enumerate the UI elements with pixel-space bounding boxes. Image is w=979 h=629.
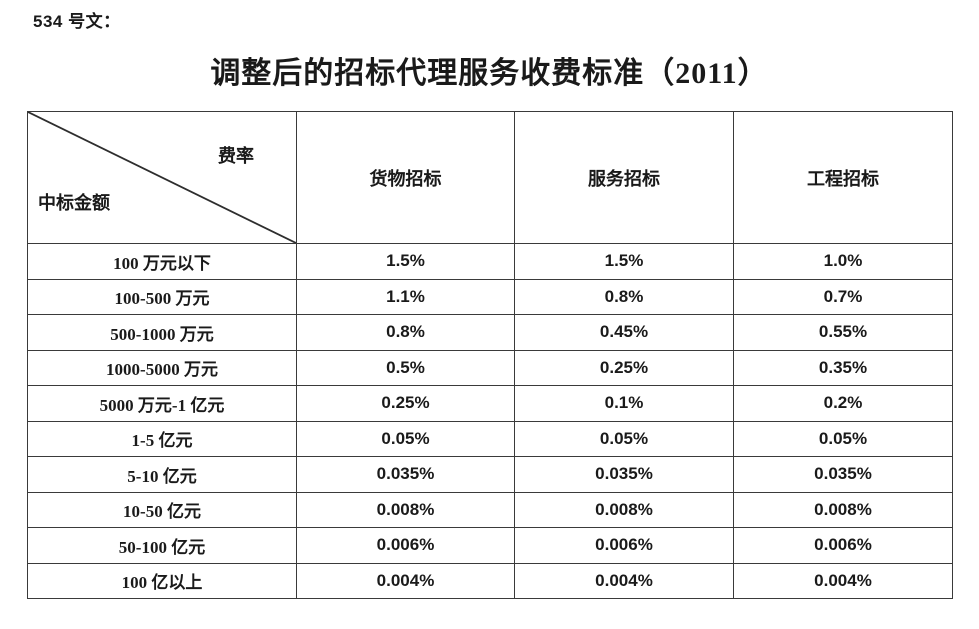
- row-label-bid-amount-tier: 100 万元以下: [27, 243, 297, 280]
- table-row: 1-5 亿元 0.05% 0.05% 0.05%: [27, 420, 953, 457]
- diagonal-divider-line: [28, 112, 296, 243]
- table-row: 100 万元以下 1.5% 1.5% 1.0%: [27, 243, 953, 280]
- table-header: 费率 中标金额 货物招标 服务招标 工程招标: [27, 111, 953, 244]
- rate-value-cell: 0.5%: [296, 349, 515, 386]
- table-row: 5000 万元-1 亿元 0.25% 0.1% 0.2%: [27, 385, 953, 422]
- rate-value-cell: 0.35%: [733, 349, 953, 386]
- column-header-service-tender: 服务招标: [514, 111, 734, 244]
- rate-value-cell: 0.2%: [733, 385, 953, 422]
- doc-number-label: 534 号文：: [33, 12, 121, 31]
- column-header-engineering-tender: 工程招标: [733, 111, 953, 244]
- rate-value-cell: 0.008%: [514, 491, 734, 528]
- fee-rate-table-body: 100 万元以下 1.5% 1.5% 1.0% 100-500 万元 1.1% 0.8% 0.…: [27, 243, 953, 599]
- rate-value-cell: 0.006%: [733, 527, 953, 564]
- corner-label-rate: 费率: [218, 146, 254, 166]
- row-label-bid-amount-tier: 5-10 亿元: [27, 456, 297, 493]
- table-row: 100 亿以上 0.004% 0.004% 0.004%: [27, 562, 953, 599]
- rate-value-cell: 0.25%: [296, 385, 515, 422]
- rate-value-cell: 0.004%: [296, 562, 515, 599]
- rate-value-cell: 0.05%: [514, 420, 734, 457]
- rate-value-cell: 0.035%: [514, 456, 734, 493]
- rate-value-cell: 0.035%: [733, 456, 953, 493]
- rate-value-cell: 1.5%: [296, 243, 515, 280]
- rate-value-cell: 0.1%: [514, 385, 734, 422]
- rate-value-cell: 0.006%: [296, 527, 515, 564]
- page-title: 调整后的招标代理服务收费标准（2011）: [210, 57, 769, 90]
- column-header-goods-tender: 货物招标: [296, 111, 515, 244]
- rate-value-cell: 1.0%: [733, 243, 953, 280]
- rate-value-cell: 0.006%: [514, 527, 734, 564]
- rate-value-cell: 1.5%: [514, 243, 734, 280]
- rate-value-cell: 0.008%: [733, 491, 953, 528]
- row-label-bid-amount-tier: 1-5 亿元: [27, 420, 297, 457]
- rate-value-cell: 0.05%: [733, 420, 953, 457]
- table-row: 1000-5000 万元 0.5% 0.25% 0.35%: [27, 349, 953, 386]
- table-row: 500-1000 万元 0.8% 0.45% 0.55%: [27, 314, 953, 351]
- rate-value-cell: 0.8%: [514, 278, 734, 315]
- fee-rate-table: 费率 中标金额 货物招标 服务招标 工程招标 100 万元以下 1.5% 1.5% 1…: [27, 111, 953, 599]
- rate-value-cell: 0.004%: [514, 562, 734, 599]
- header-row: 费率 中标金额 货物招标 服务招标 工程招标: [27, 111, 953, 244]
- rate-value-cell: 0.05%: [296, 420, 515, 457]
- row-label-bid-amount-tier: 500-1000 万元: [27, 314, 297, 351]
- rate-value-cell: 0.8%: [296, 314, 515, 351]
- rate-value-cell: 0.035%: [296, 456, 515, 493]
- table-row: 100-500 万元 1.1% 0.8% 0.7%: [27, 278, 953, 315]
- table-row: 5-10 亿元 0.035% 0.035% 0.035%: [27, 456, 953, 493]
- row-label-bid-amount-tier: 100 亿以上: [27, 562, 297, 599]
- rate-value-cell: 0.7%: [733, 278, 953, 315]
- rate-value-cell: 0.008%: [296, 491, 515, 528]
- rate-value-cell: 1.1%: [296, 278, 515, 315]
- rate-value-cell: 0.25%: [514, 349, 734, 386]
- table-row: 10-50 亿元 0.008% 0.008% 0.008%: [27, 491, 953, 528]
- row-label-bid-amount-tier: 50-100 亿元: [27, 527, 297, 564]
- rate-value-cell: 0.45%: [514, 314, 734, 351]
- row-label-bid-amount-tier: 5000 万元-1 亿元: [27, 385, 297, 422]
- corner-label-bid-amount: 中标金额: [38, 193, 110, 213]
- rate-value-cell: 0.004%: [733, 562, 953, 599]
- row-label-bid-amount-tier: 1000-5000 万元: [27, 349, 297, 386]
- row-label-bid-amount-tier: 100-500 万元: [27, 278, 297, 315]
- rate-value-cell: 0.55%: [733, 314, 953, 351]
- table-row: 50-100 亿元 0.006% 0.006% 0.006%: [27, 527, 953, 564]
- row-label-bid-amount-tier: 10-50 亿元: [27, 491, 297, 528]
- diagonal-corner-cell: 费率 中标金额: [27, 111, 297, 244]
